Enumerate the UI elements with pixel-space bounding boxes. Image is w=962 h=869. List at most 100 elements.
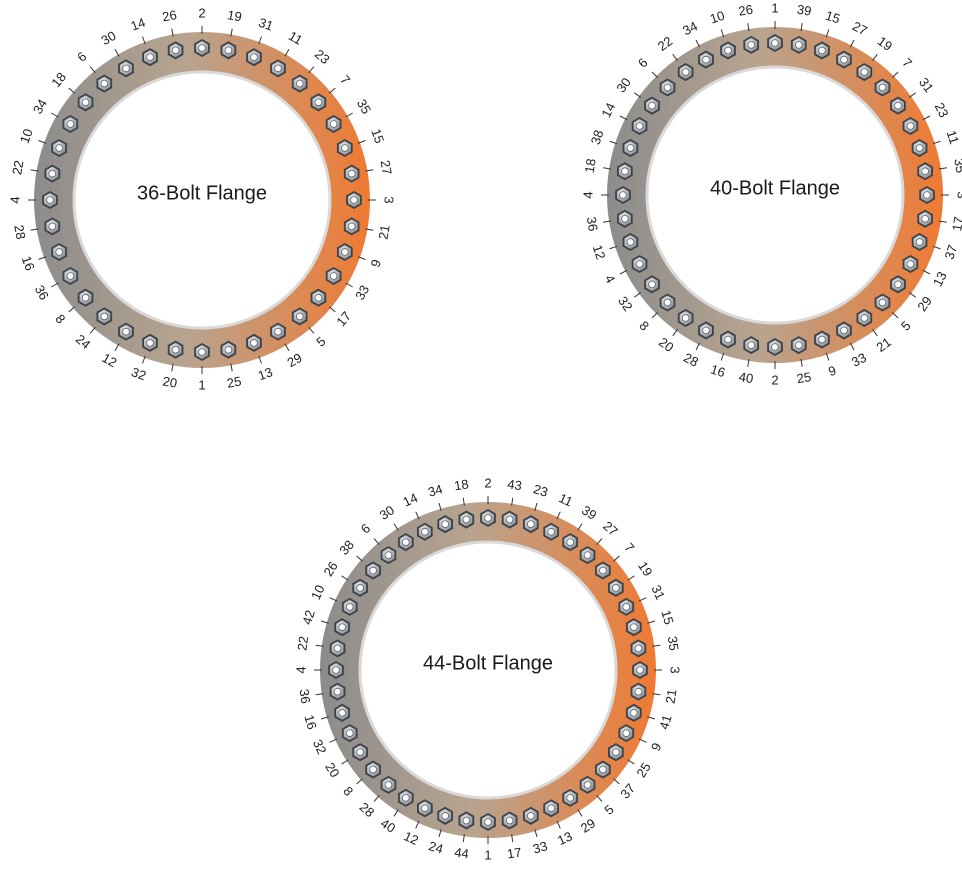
bolt-sequence-label: 27 [378, 159, 395, 176]
bolt-tick [825, 352, 830, 361]
bolt-center [333, 687, 342, 696]
bolt-center [724, 46, 732, 55]
bolt-sequence-label: 35 [951, 157, 962, 174]
bolt-sequence-label: 33 [531, 838, 549, 856]
bolt-sequence-label: 25 [226, 373, 243, 390]
bolt-center [840, 326, 848, 335]
bolt-center [48, 222, 57, 231]
bolt-tick [230, 363, 233, 372]
bolt-center [333, 644, 342, 653]
bolt-tick [230, 28, 233, 37]
bolt-sequence-label: 28 [11, 224, 28, 241]
bolt-sequence-label: 38 [588, 128, 607, 146]
bolt-tick [672, 53, 678, 61]
bolt-sequence-label: 39 [579, 502, 599, 522]
bolt-center [794, 41, 803, 49]
bolt-center [505, 515, 514, 524]
bolt-center [566, 538, 574, 546]
bolt-tick [284, 49, 290, 57]
bolt-sequence-label: 9 [367, 257, 384, 269]
bolt-tick [633, 292, 641, 298]
bolt-tick [51, 282, 59, 288]
bolt-tick [357, 256, 366, 260]
bolt-center [146, 339, 154, 347]
bolt-center [484, 818, 492, 826]
bolt-sequence-label: 32 [615, 293, 636, 314]
bolt-center [295, 312, 304, 321]
bolt-sequence-label: 31 [916, 75, 937, 96]
bolt-tick [638, 738, 647, 743]
flange-40-title: 40-Bolt Flange [710, 177, 840, 199]
bolt-sequence-label: 37 [617, 781, 638, 802]
bolt-sequence-label: 23 [312, 46, 333, 67]
bolt-sequence-label: 15 [368, 127, 387, 146]
bolt-tick [651, 71, 658, 78]
bolt-tick [747, 23, 750, 32]
bolt-center [860, 68, 869, 76]
bolt-tick [609, 245, 618, 250]
bolt-tick [619, 269, 628, 275]
bolt-tick [652, 693, 661, 696]
bolt-tick [747, 358, 750, 367]
bolt-tick [720, 352, 725, 361]
bolt-tick [356, 555, 363, 562]
bolt-tick [613, 778, 620, 785]
bolt-center [921, 214, 929, 223]
bolt-center [356, 748, 364, 756]
bolt-tick [258, 36, 262, 45]
bolt-tick [647, 716, 656, 720]
bolt-center [171, 46, 180, 55]
flange-44-labels: 2 43 23 11392771931153532141925375291333171… [293, 475, 682, 862]
bolt-sequence-label: 24 [73, 331, 94, 352]
bolt-tick [258, 355, 262, 364]
bolt-sequence-label: 4 [580, 191, 595, 198]
bolt-center [599, 765, 607, 774]
bolt-sequence-label: 16 [301, 713, 319, 731]
bolt-center [48, 169, 57, 178]
bolt-sequence-label: 34 [680, 18, 700, 38]
bolt-center [626, 238, 635, 246]
bolt-tick [534, 829, 538, 838]
bolt-sequence-label: 7 [899, 55, 915, 71]
bolt-center [771, 343, 779, 351]
bolt-tick [800, 358, 803, 367]
bolt-tick [872, 329, 878, 337]
bolt-center [566, 794, 574, 802]
bolt-sequence-label: 3 [668, 666, 683, 673]
bolt-sequence-label: 8 [340, 783, 356, 798]
bolt-center [818, 335, 826, 344]
bolt-tick [30, 169, 39, 172]
bolt-sequence-label: 19 [635, 559, 655, 579]
bolt-tick [114, 49, 120, 57]
bolt-center [583, 781, 592, 789]
bolt-tick [438, 502, 442, 511]
bolt-center [329, 272, 338, 280]
bolt-sequence-label: 1 [484, 847, 491, 862]
bolt-center [663, 83, 672, 92]
bolt-tick [651, 312, 658, 319]
bolt-sequence-label: 32 [129, 364, 148, 383]
bolt-center [332, 666, 340, 674]
bolt-center [621, 214, 629, 223]
bolt-tick [68, 87, 76, 94]
bolt-sequence-label: 18 [582, 157, 599, 174]
bolt-sequence-label: 30 [377, 502, 397, 522]
bolt-center [369, 566, 377, 575]
bolt-sequence-label: 28 [357, 799, 378, 820]
bolt-sequence-label: 21 [663, 688, 680, 704]
bolt-tick [114, 343, 120, 351]
bolt-sequence-label: 21 [375, 224, 392, 241]
bolt-tick [393, 523, 399, 531]
bolt-center [402, 794, 410, 802]
bolt-sequence-label: 7 [337, 72, 353, 87]
bolt-center [55, 144, 63, 152]
bolt-sequence-label: 29 [578, 815, 598, 835]
bolt-center [171, 345, 180, 354]
bolt-sequence-label: 33 [352, 282, 372, 302]
bolt-tick [373, 795, 380, 802]
bolt-sequence-label: 17 [506, 845, 522, 862]
bolt-tick [556, 820, 561, 829]
bolt-tick [30, 228, 39, 231]
bolt-center [612, 748, 620, 756]
